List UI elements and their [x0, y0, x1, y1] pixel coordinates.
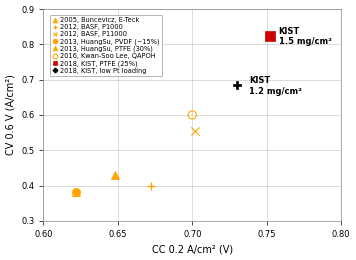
Point — [267, 34, 273, 38]
Point — [234, 83, 240, 87]
Point — [73, 190, 79, 194]
Text: KIST
1.2 mg/cm²: KIST 1.2 mg/cm² — [249, 76, 302, 96]
Point — [189, 113, 195, 117]
Text: KIST
1.5 mg/cm²: KIST 1.5 mg/cm² — [279, 27, 331, 46]
X-axis label: CC 0.2 A/cm² (V): CC 0.2 A/cm² (V) — [152, 244, 233, 255]
Point — [112, 173, 118, 177]
Legend: 2005, Buncevicz, E-Teck, 2012, BASF, P1000, 2012, BASF, P11000, 2013, HuangSu, P: 2005, Buncevicz, E-Teck, 2012, BASF, P10… — [50, 15, 162, 76]
Y-axis label: CV 0.6 V (A/cm²): CV 0.6 V (A/cm²) — [6, 75, 16, 155]
Point — [73, 190, 79, 194]
Point — [148, 184, 153, 188]
Point — [193, 129, 198, 133]
